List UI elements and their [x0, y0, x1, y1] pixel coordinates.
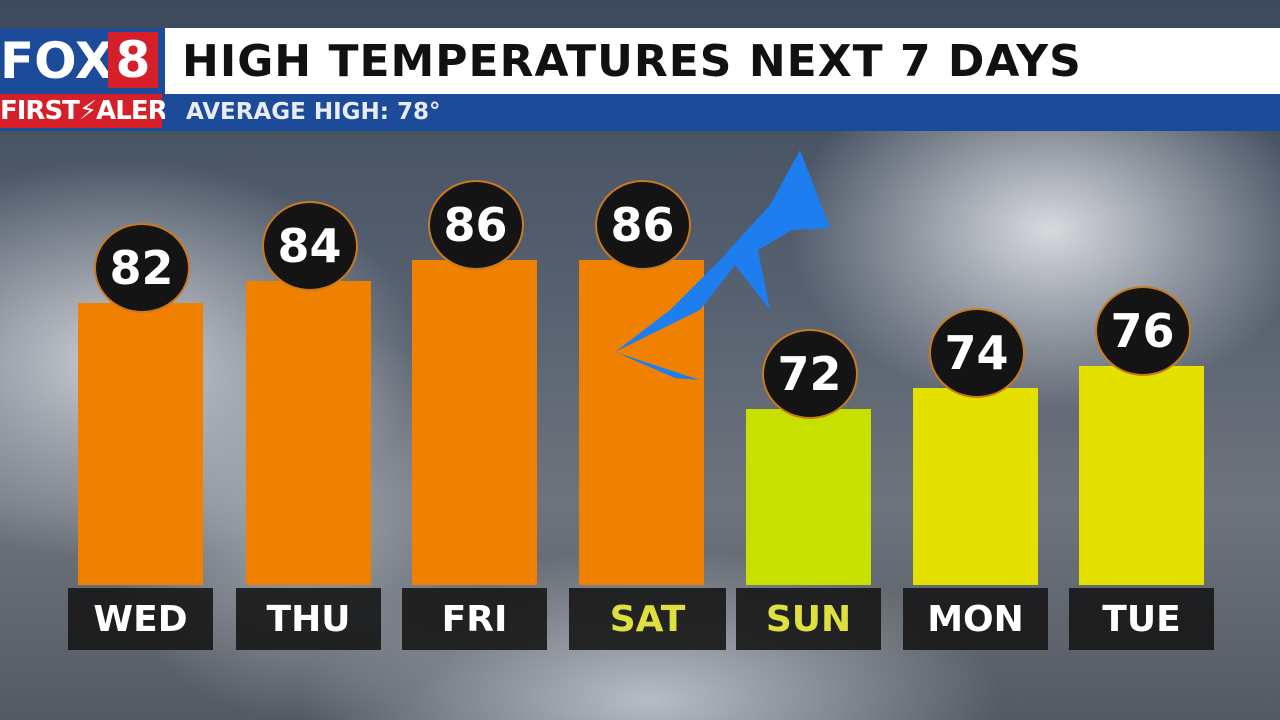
- value-label-thu: 84: [261, 201, 358, 292]
- day-label-mon: MON: [903, 588, 1048, 650]
- value-label-tue: 76: [1094, 286, 1191, 377]
- fox8-first-alert-logo: FOX 8 FIRST⚡ALERT: [0, 28, 183, 131]
- bar-wed: [78, 302, 203, 585]
- day-label-tue: TUE: [1069, 588, 1214, 650]
- day-label-fri: FRI: [402, 588, 547, 650]
- bar-sun: [746, 408, 871, 585]
- logo-eight: 8: [108, 32, 158, 88]
- day-label-sun: SUN: [736, 588, 881, 650]
- day-label-sat: SAT: [569, 588, 726, 650]
- subtitle-banner: [165, 94, 1280, 131]
- page-title: HIGH TEMPERATURES NEXT 7 DAYS: [182, 36, 1082, 87]
- value-label-sat: 86: [594, 180, 691, 270]
- bar-mon: [913, 387, 1038, 585]
- value-label-fri: 86: [427, 180, 524, 270]
- bar-thu: [246, 281, 371, 585]
- bar-tue: [1079, 366, 1204, 585]
- value-label-sun: 72: [761, 328, 858, 419]
- logo-first-alert: FIRST⚡ALERT: [0, 94, 183, 128]
- value-label-wed: 82: [93, 222, 190, 313]
- title-banner: [165, 28, 1280, 94]
- logo-fox: FOX: [0, 32, 114, 90]
- bar-fri: [412, 260, 537, 585]
- average-high: AVERAGE HIGH: 78°: [186, 99, 441, 125]
- value-label-mon: 74: [928, 307, 1025, 398]
- day-label-wed: WED: [68, 588, 213, 650]
- day-label-thu: THU: [236, 588, 381, 650]
